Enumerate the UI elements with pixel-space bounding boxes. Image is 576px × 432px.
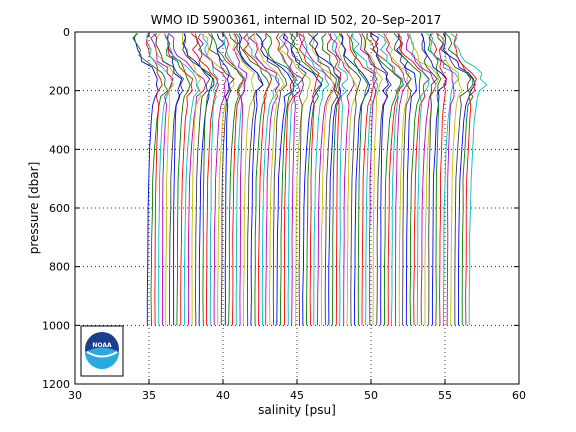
profile-line	[359, 33, 377, 326]
profile-line	[197, 33, 227, 326]
profile-line	[278, 33, 311, 326]
profile-line	[191, 33, 219, 326]
profile-line	[242, 33, 273, 326]
profile-line	[338, 33, 362, 326]
logo-text: NOAA	[92, 342, 112, 349]
profile-line	[383, 33, 410, 326]
profile-line	[329, 33, 355, 326]
profile-line	[298, 33, 320, 326]
y-tick-label: 1200	[42, 378, 70, 391]
x-tick-label: 50	[364, 389, 378, 402]
profile-line	[155, 33, 175, 326]
profile-line	[321, 33, 343, 326]
profile-line	[132, 33, 169, 326]
profile-line	[145, 33, 163, 326]
x-tick-label: 30	[68, 389, 82, 402]
y-tick-label: 200	[49, 85, 70, 98]
profile-line	[312, 33, 342, 326]
profile-line	[405, 33, 437, 326]
profile-line	[275, 33, 295, 326]
y-tick-label: 600	[49, 202, 70, 215]
profile-line	[428, 33, 448, 326]
profile-line	[282, 33, 323, 326]
profile-line	[450, 33, 488, 326]
profile-line	[216, 33, 230, 326]
profile-line	[181, 33, 202, 326]
y-tick-label: 0	[63, 26, 70, 39]
profile-line	[442, 33, 476, 326]
x-tick-label: 35	[142, 389, 156, 402]
profile-line	[377, 33, 404, 326]
y-tick-label: 800	[49, 261, 70, 274]
profile-line	[346, 33, 378, 326]
profile-line	[210, 33, 246, 326]
y-tick-label: 1000	[42, 319, 70, 332]
profile-line	[290, 33, 307, 326]
profile-line	[393, 33, 412, 326]
profile-line	[331, 33, 349, 326]
profile-line	[246, 33, 280, 326]
profile-line	[352, 33, 379, 326]
profile-line	[453, 33, 477, 326]
x-tick-label: 40	[216, 389, 230, 402]
x-axis-label: salinity [psu]	[258, 403, 336, 417]
profile-line	[350, 33, 369, 326]
profile-line	[194, 33, 214, 326]
profile-line	[164, 33, 194, 326]
profile-line	[427, 33, 442, 326]
profile-line	[340, 33, 370, 326]
y-axis-label: pressure [dbar]	[27, 162, 41, 255]
chart-title: WMO ID 5900361, internal ID 502, 20–Sep–…	[151, 13, 442, 27]
profile-line	[302, 33, 330, 326]
x-tick-label: 60	[512, 389, 526, 402]
profile-line	[408, 33, 430, 326]
noaa-logo-icon: NOAA	[80, 325, 124, 377]
logo-gull	[86, 351, 118, 358]
profile-line	[289, 33, 324, 326]
profile-line	[182, 33, 215, 326]
x-tick-label: 55	[438, 389, 452, 402]
profile-line	[371, 33, 390, 326]
profile-line	[395, 33, 417, 326]
profile-line	[283, 33, 304, 326]
profile-line	[253, 33, 285, 326]
profile-line	[238, 33, 264, 326]
profile-line	[166, 33, 191, 326]
profile-line	[248, 33, 280, 326]
profile-line	[232, 33, 256, 326]
profile-line	[326, 33, 342, 326]
profile-line	[361, 33, 392, 326]
profile-line	[208, 33, 235, 326]
profile-line	[426, 33, 460, 326]
profile-line	[202, 33, 219, 326]
profile-line	[298, 33, 336, 326]
profile-line	[409, 33, 440, 326]
profile-line	[182, 33, 211, 326]
profile-lines	[132, 33, 488, 326]
x-tick-label: 45	[290, 389, 304, 402]
profile-line	[421, 33, 447, 326]
profile-line	[168, 33, 207, 326]
profile-line	[265, 33, 297, 326]
profile-line	[260, 33, 288, 326]
profile-line	[436, 33, 455, 326]
profile-line	[146, 33, 173, 326]
profile-line	[167, 33, 183, 326]
grid-lines	[75, 32, 519, 384]
profile-line	[311, 33, 335, 326]
profile-line	[397, 33, 430, 326]
profile-line	[445, 33, 474, 326]
profile-line	[383, 33, 408, 326]
y-tick-label: 400	[49, 143, 70, 156]
profile-line	[165, 33, 200, 326]
logo-wave	[85, 347, 119, 369]
profile-line	[199, 33, 235, 326]
profile-line	[420, 33, 438, 326]
profile-line	[369, 33, 405, 326]
profile-line	[153, 33, 185, 326]
profile-line	[278, 33, 298, 326]
